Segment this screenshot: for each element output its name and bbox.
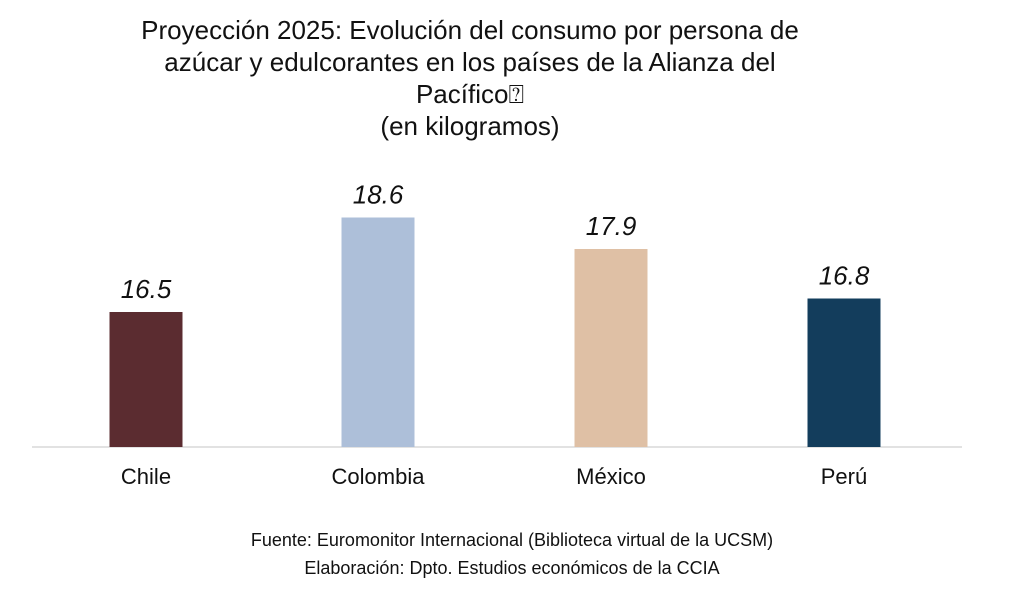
bars-group: 16.5 Chile 18.6 Colombia 17.9 México 16.8 Perú: [109, 180, 881, 489]
category-label-colombia: Colombia: [332, 464, 426, 489]
chart-title: Proyección 2025: Evolución del consumo p…: [40, 14, 900, 142]
source-notes: Fuente: Euromonitor Internacional (Bibli…: [0, 526, 1024, 582]
category-label-chile: Chile: [121, 464, 171, 489]
value-label-colombia: 18.6: [353, 180, 404, 210]
source-line: Fuente: Euromonitor Internacional (Bibli…: [250, 530, 774, 550]
value-label-méxico: 17.9: [586, 211, 637, 241]
bar-perú: [807, 298, 881, 447]
bar-colombia: [341, 217, 415, 447]
value-label-chile: 16.5: [121, 274, 172, 304]
bar-chile: [109, 312, 183, 447]
category-label-perú: Perú: [821, 464, 867, 489]
chart-subtitle: (en kilogramos): [380, 111, 560, 141]
bar-méxico: [574, 249, 648, 447]
category-label-méxico: México: [576, 464, 646, 489]
chart-title-line-1: Proyección 2025: Evolución del consumo p…: [141, 15, 799, 45]
value-label-perú: 16.8: [819, 261, 870, 291]
chart-title-line-3: Pacífico⍰: [415, 79, 525, 109]
credit-line: Elaboración: Dpto. Estudios económicos d…: [304, 558, 720, 578]
chart-title-line-2: azúcar y edulcorantes en los países de l…: [164, 47, 776, 77]
